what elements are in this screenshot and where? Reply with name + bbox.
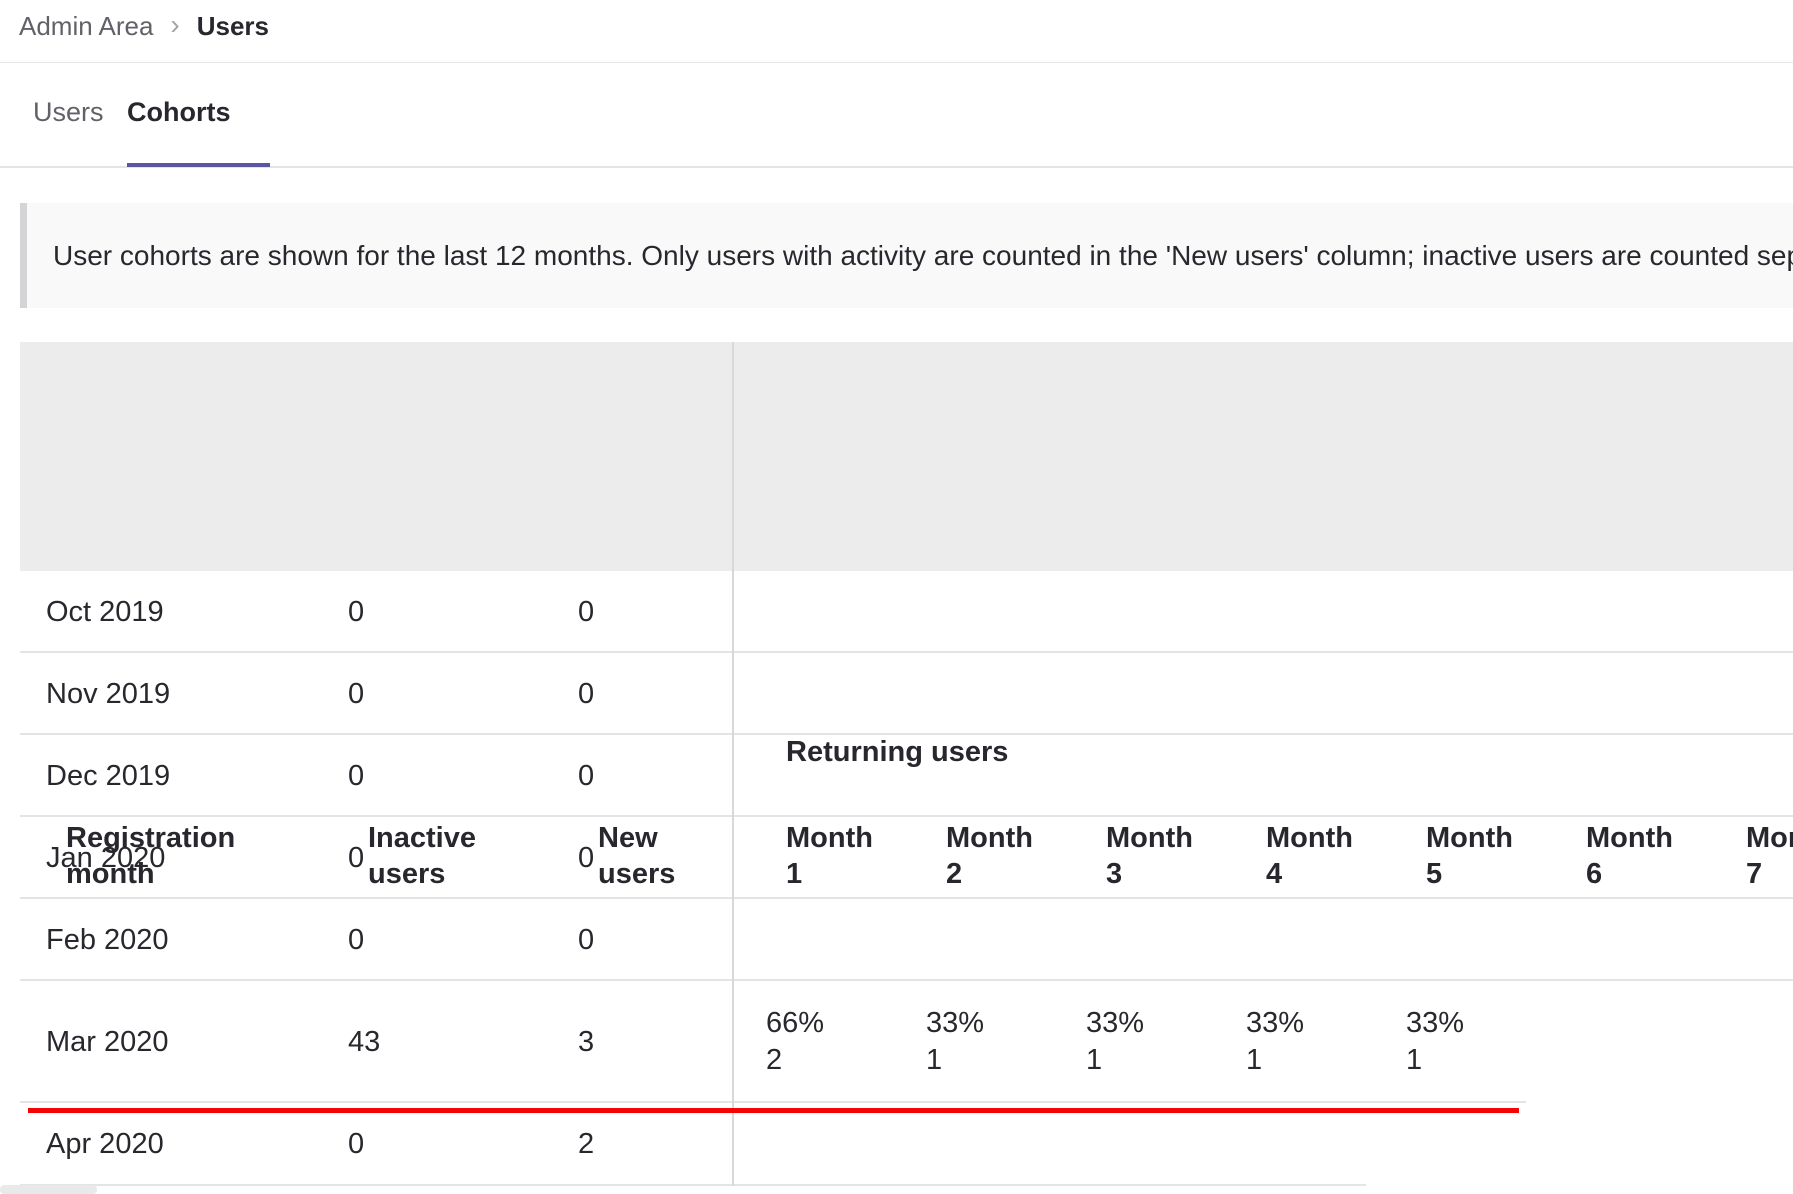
- returning-users-group-header: Returning users: [786, 736, 1009, 768]
- breadcrumb: Admin Area › Users: [19, 8, 269, 44]
- table-section-divider: [732, 342, 734, 1186]
- cell-returning-month-4: 33% 1: [1246, 1007, 1305, 1076]
- column-header-month-7: Month7: [1746, 822, 1793, 890]
- cell-registration-month: Mar 2020: [46, 1025, 169, 1058]
- row-divider: [20, 651, 1793, 653]
- notice-text: User cohorts are shown for the last 12 m…: [53, 239, 1793, 271]
- cell-new-users: 0: [578, 923, 595, 956]
- breadcrumb-chevron-icon: ›: [170, 8, 180, 40]
- tab-bar: Users Cohorts: [0, 84, 1793, 168]
- cell-inactive-users: 0: [348, 595, 365, 628]
- table-row-feb-2020: Feb 2020 0 0: [0, 899, 1793, 981]
- column-header-month-4: Month 4: [1266, 822, 1353, 890]
- cell-inactive-users: 0: [348, 841, 365, 874]
- table-row-nov-2019: Nov 2019 0 0: [0, 653, 1793, 735]
- cell-inactive-users: 0: [348, 677, 365, 710]
- horizontal-scrollbar-thumb[interactable]: [0, 1185, 97, 1194]
- table-header: Returning users Registration month Inacti…: [20, 342, 1793, 890]
- cell-returning-month-3: 33% 1: [1086, 1007, 1145, 1076]
- cell-new-users: 0: [578, 841, 595, 874]
- cell-registration-month: Feb 2020: [46, 923, 169, 956]
- cell-new-users: 3: [578, 1025, 595, 1058]
- column-header-month-5: Month 5: [1426, 822, 1513, 890]
- cell-new-users: 0: [578, 595, 595, 628]
- table-row-dec-2019: Dec 2019 0 0: [0, 735, 1793, 817]
- column-header-month-1: Month 1: [786, 822, 873, 890]
- cell-returning-month-2: 33% 1: [926, 1007, 985, 1076]
- cell-registration-month: Jan 2020: [46, 841, 166, 874]
- cell-registration-month: Oct 2019: [46, 595, 164, 628]
- cell-new-users: 0: [578, 677, 595, 710]
- tab-cohorts[interactable]: Cohorts: [127, 97, 231, 127]
- row-divider: [20, 733, 1793, 735]
- table-row-apr-2020: Apr 2020 0 2: [0, 1103, 1793, 1186]
- cell-registration-month: Dec 2019: [46, 759, 171, 792]
- column-header-new-users: New users: [598, 822, 676, 890]
- cell-inactive-users: 43: [348, 1025, 381, 1058]
- breadcrumb-item-admin-area[interactable]: Admin Area: [19, 10, 154, 41]
- table-row-mar-2020: Mar 2020 43 3 66% 2 33% 1 33% 1 33% 1 33…: [0, 981, 1793, 1103]
- row-divider: [20, 1101, 1526, 1103]
- row-divider: [20, 897, 1793, 899]
- tab-bar-border: [0, 166, 1793, 168]
- column-header-month-3: Month 3: [1106, 822, 1193, 890]
- tab-users[interactable]: Users: [33, 97, 104, 127]
- cell-new-users: 2: [578, 1128, 595, 1160]
- cell-returning-month-5: 33% 1: [1406, 1007, 1465, 1076]
- cell-registration-month: Apr 2020: [46, 1128, 164, 1160]
- cohorts-notice: User cohorts are shown for the last 12 m…: [20, 203, 1793, 308]
- column-header-month-6: Month 6: [1586, 822, 1673, 890]
- row-divider: [20, 815, 1793, 817]
- row-divider: [20, 1184, 1366, 1186]
- active-tab-indicator: [127, 163, 270, 167]
- column-header-registration-month: Registration month: [66, 822, 236, 890]
- cell-registration-month: Nov 2019: [46, 677, 171, 710]
- column-header-month-2: Month 2: [946, 822, 1033, 890]
- column-header-inactive-users: Inactive users: [368, 822, 476, 890]
- cell-inactive-users: 0: [348, 1128, 365, 1160]
- red-annotation-line: [28, 1108, 1519, 1113]
- breadcrumb-divider: [0, 62, 1793, 63]
- cell-inactive-users: 0: [348, 923, 365, 956]
- breadcrumb-item-users[interactable]: Users: [196, 10, 270, 41]
- table-row-jan-2020: Jan 2020 0 0: [0, 817, 1793, 899]
- table-row-oct-2019: Oct 2019 0 0: [0, 571, 1793, 653]
- cell-new-users: 0: [578, 759, 595, 792]
- cell-returning-month-1: 66% 2: [766, 1007, 825, 1076]
- row-divider: [20, 979, 1793, 981]
- cell-inactive-users: 0: [348, 759, 365, 792]
